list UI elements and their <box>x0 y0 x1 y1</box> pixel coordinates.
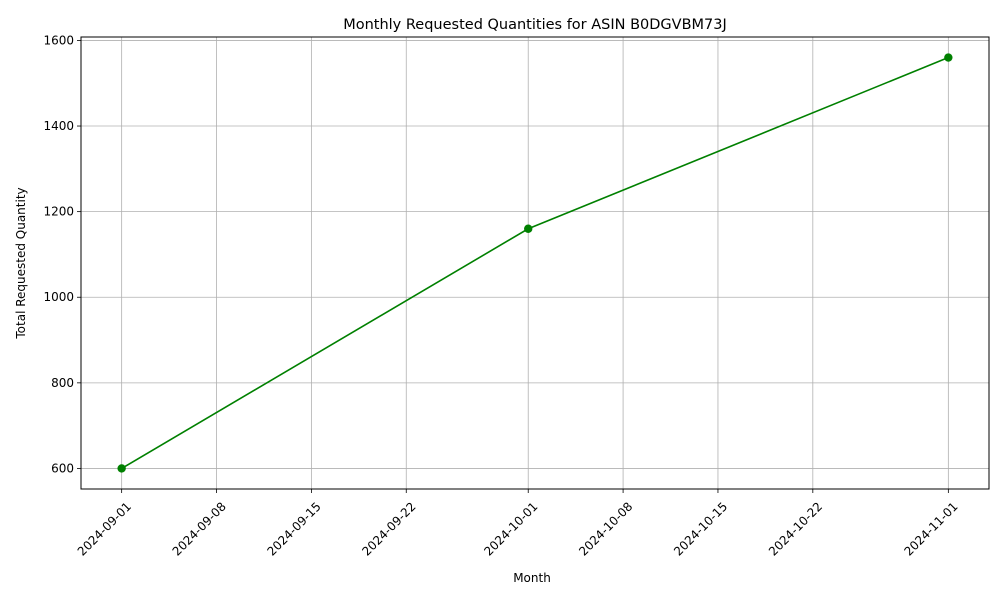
y-tick-label: 800 <box>51 376 74 390</box>
y-tick-label: 600 <box>51 461 74 475</box>
data-point <box>944 53 953 62</box>
y-tick-label: 1400 <box>43 119 74 133</box>
y-tick-label: 1000 <box>43 290 74 304</box>
series-markers <box>117 53 953 473</box>
data-point <box>524 224 533 233</box>
grid <box>81 37 989 489</box>
y-tick-label: 1200 <box>43 205 74 219</box>
y-axis-ticks: 600 800 1000 1200 1400 1600 <box>43 33 81 475</box>
plot-frame <box>80 36 990 490</box>
y-axis-label: Total Requested Quantity <box>14 187 28 339</box>
data-point <box>117 464 126 473</box>
x-axis-label: Month <box>513 571 551 585</box>
chart-title: Monthly Requested Quantities for ASIN B0… <box>343 17 727 33</box>
y-tick-label: 1600 <box>43 33 74 47</box>
